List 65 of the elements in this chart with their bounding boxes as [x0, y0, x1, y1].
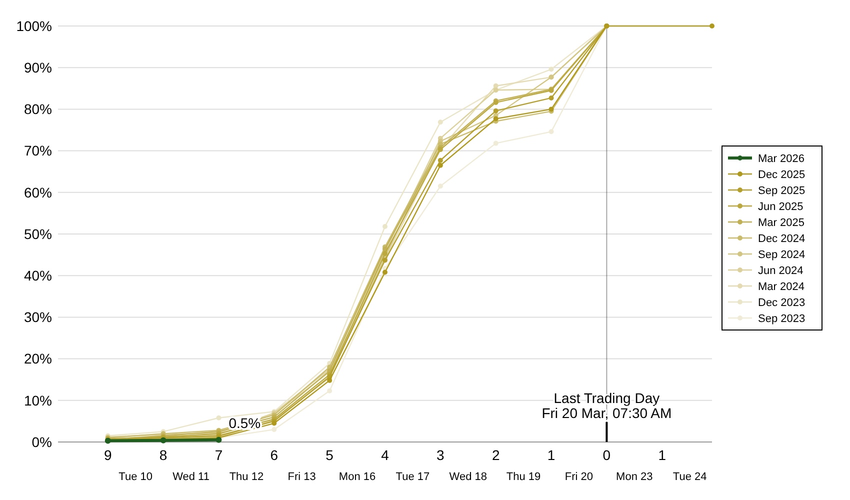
y-tick-label: 90%	[24, 60, 52, 76]
text: Wed 18	[449, 471, 487, 483]
text: Tue 24	[672, 471, 707, 483]
legend-label: Sep 2023	[758, 312, 806, 325]
y-tick-label: 80%	[24, 101, 52, 118]
point	[438, 120, 443, 125]
point	[216, 436, 222, 443]
legend-label: Mar 2026	[758, 152, 804, 165]
x-tick-label: 9	[104, 447, 112, 463]
text: Fri 20	[564, 471, 594, 483]
y-tick-label: 50%	[24, 226, 52, 242]
point	[548, 95, 554, 100]
point	[382, 251, 388, 256]
x-tick-label: 8	[159, 447, 168, 463]
point	[548, 66, 554, 72]
text: Tue 17	[396, 471, 430, 483]
annotation: 0.5%	[228, 414, 261, 431]
text: Tue 10	[118, 471, 153, 483]
x-tick-label: 3	[436, 447, 445, 463]
point	[438, 162, 443, 168]
legend-label: Jun 2025	[758, 200, 804, 213]
x-tick-label: 2	[492, 447, 500, 463]
legend-label: Dec 2024	[758, 232, 806, 245]
x-tick-label: 6	[270, 447, 278, 463]
y-tick-label: 60%	[24, 184, 52, 200]
legend-label: Dec 2025	[758, 168, 806, 181]
x-tick-label: 4	[381, 447, 390, 463]
y-tick-label: 20%	[24, 350, 52, 367]
text: Mon 16	[338, 471, 376, 483]
point	[216, 415, 222, 420]
y-tick-label: 10%	[24, 392, 52, 408]
y-tick-label: 70%	[24, 142, 52, 159]
text: Fri 13	[288, 471, 316, 483]
x-tick-label: 5	[326, 447, 334, 463]
point	[327, 378, 332, 383]
legend-label: Sep 2024	[758, 248, 806, 261]
point	[272, 427, 277, 432]
legend-label: Mar 2025	[758, 216, 804, 229]
point	[493, 140, 498, 146]
y-tick-label: 0%	[32, 434, 52, 450]
legend-label: Dec 2023	[758, 296, 806, 309]
text: Thu 19	[506, 471, 541, 483]
legend-label: Mar 2024	[758, 280, 804, 293]
y-tick-label: 100%	[16, 18, 52, 34]
point	[382, 270, 388, 275]
point	[493, 108, 498, 114]
legend-label: Sep 2025	[758, 184, 806, 197]
text: Thu 12	[229, 471, 264, 483]
point	[710, 24, 714, 28]
x-tick-label: 7	[214, 447, 223, 463]
point	[548, 129, 554, 134]
text: Wed 11	[172, 471, 210, 483]
point	[493, 116, 498, 122]
text: Mon 23	[616, 471, 653, 483]
y-tick-label: 40%	[24, 268, 52, 284]
y-tick-label: 30%	[24, 309, 52, 326]
point	[438, 184, 443, 189]
x-tick-label: 0	[602, 447, 611, 463]
point	[438, 158, 443, 163]
legend-label: Jun 2024	[758, 264, 804, 277]
point	[382, 224, 388, 230]
point	[327, 388, 332, 394]
x-tick-label: 1	[547, 447, 556, 463]
annotation: Last Trading Day Fri 20 Mar, 07:30 AM	[542, 390, 672, 421]
x-tick-label: 1	[658, 447, 666, 463]
